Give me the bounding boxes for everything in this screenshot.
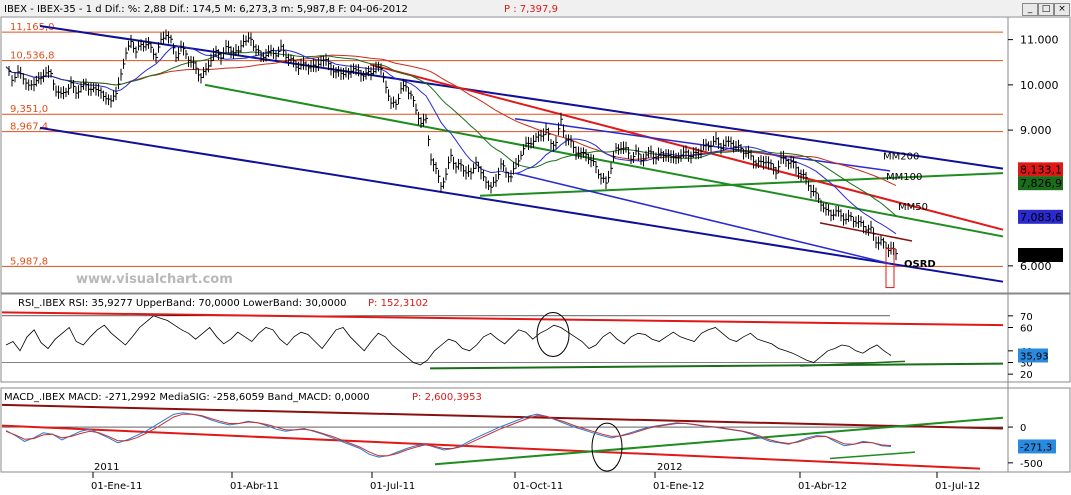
rsi-ytick-3: 30 <box>1020 359 1033 370</box>
level-label-4: 5,987,8 <box>10 256 48 267</box>
value-box-1 <box>1018 176 1063 191</box>
title-bar <box>0 0 1071 16</box>
year-label-2011: 2011 <box>94 462 119 473</box>
mid-channel-line <box>204 83 1004 238</box>
osrd-annotation: OSRD <box>904 259 936 270</box>
macd-down-line <box>1 424 981 470</box>
x-tick-6: 01-Jul-12 <box>935 481 980 492</box>
value-box-label-3: 6,239,5 <box>1020 249 1062 262</box>
chart-title: IBEX - IBEX-35 - 1 d Dif.: %: 2,88 Dif.:… <box>4 4 408 15</box>
macd-panel-frame <box>0 387 1071 473</box>
price-ytick-0: 11.000 <box>1020 34 1059 47</box>
level-label-3: 8,967,4 <box>10 122 48 133</box>
macd-signal-line <box>5 413 892 457</box>
macd-header-price: P: 2,600,3953 <box>412 392 482 403</box>
price-ytick-2: 9.000 <box>1020 124 1052 137</box>
watermark: www.visualchart.com <box>76 272 233 287</box>
value-box-label-2: 7,083,6 <box>1020 211 1062 224</box>
x-tick-5: 01-Abr-12 <box>798 481 847 492</box>
upper-channel-line <box>39 25 1004 170</box>
macd-line <box>5 412 892 458</box>
rsi-line <box>5 315 892 366</box>
value-box-label-1: 7,826,9 <box>1020 177 1062 190</box>
chart-title-price: P : 7,397,9 <box>504 4 558 15</box>
x-axis: 01-Ene-11 01-Abr-11 01-Jul-11 01-Oct-11 01-E… <box>91 462 980 492</box>
value-box-3 <box>1018 247 1063 262</box>
x-tick-4: 01-Ene-12 <box>653 481 704 492</box>
mm200-line <box>5 54 897 187</box>
value-box-label-0: 8,133,1 <box>1020 163 1062 176</box>
inner-channel-line <box>514 172 891 265</box>
inner-channel-top <box>514 118 891 172</box>
macd-value-label: -271,3 <box>1020 442 1052 453</box>
mm100-label: MM100 <box>886 172 922 183</box>
rsi-ytick-4: 20 <box>1020 370 1033 381</box>
rsi-header: RSI_.IBEX RSI: 35,9277 UpperBand: 70,000… <box>18 298 346 309</box>
price-ytick-3: 6.000 <box>1020 260 1052 273</box>
x-tick-2: 01-Jul-11 <box>370 481 415 492</box>
macd-support-line-2 <box>829 451 916 460</box>
rsi-value-label: 35,93 <box>1020 352 1049 363</box>
mm200-label: MM200 <box>883 152 919 163</box>
price-ytick-1: 10.000 <box>1020 79 1059 92</box>
macd-header: MACD_.IBEX MACD: -271,2992 MediaSIG: -25… <box>4 392 370 403</box>
macd-panel: 0 -500 -271,3 <box>1 403 1056 472</box>
price-panel: 11,165,0 10,536,8 9,351,0 8,967,4 5,987,8 11.… <box>2 22 1063 289</box>
mm100-line <box>5 51 897 217</box>
minimize-button[interactable]: _ <box>1022 3 1038 16</box>
rsi-header-price: P: 152,3102 <box>368 298 428 309</box>
rsi-ytick-1: 60 <box>1020 324 1033 335</box>
rsi-panel: 706040302035,93 <box>1 311 1049 381</box>
rsi-highlight-ellipse <box>536 312 570 357</box>
rsi-support-line-2 <box>799 360 906 367</box>
x-tick-1: 01-Abr-11 <box>230 481 279 492</box>
macd-value-box <box>1018 439 1056 454</box>
price-panel-frame <box>0 16 1071 294</box>
rsi-ytick-0: 70 <box>1020 312 1033 323</box>
year-label-2012: 2012 <box>657 462 682 473</box>
level-label-2: 9,351,0 <box>10 104 48 115</box>
rsi-support-line <box>429 362 1004 370</box>
level-label-0: 11,165,0 <box>10 22 55 33</box>
x-tick-0: 01-Ene-11 <box>91 481 142 492</box>
osrd-marker <box>885 248 895 289</box>
level-label-1: 10,536,8 <box>10 51 55 62</box>
close-button[interactable]: × <box>1054 3 1070 16</box>
mm50-line <box>5 45 897 235</box>
rsi-value-box <box>1018 348 1048 363</box>
support-trendline <box>479 172 1004 197</box>
x-tick-3: 01-Oct-11 <box>513 481 563 492</box>
value-box-2 <box>1018 209 1063 224</box>
rsi-resistance-line <box>1 311 1004 327</box>
lower-channel-line <box>39 126 1004 283</box>
macd-highlight-ellipse <box>591 422 623 472</box>
maximize-button[interactable]: □ <box>1038 3 1054 16</box>
macd-resistance-line <box>1 403 1004 430</box>
value-box-0 <box>1018 162 1063 177</box>
macd-ytick-0: 0 <box>1020 423 1026 434</box>
macd-support-line <box>434 416 1004 466</box>
macd-ytick-1: -500 <box>1020 459 1043 470</box>
rsi-panel-frame <box>0 293 1071 383</box>
mm50-label: MM50 <box>898 202 928 213</box>
